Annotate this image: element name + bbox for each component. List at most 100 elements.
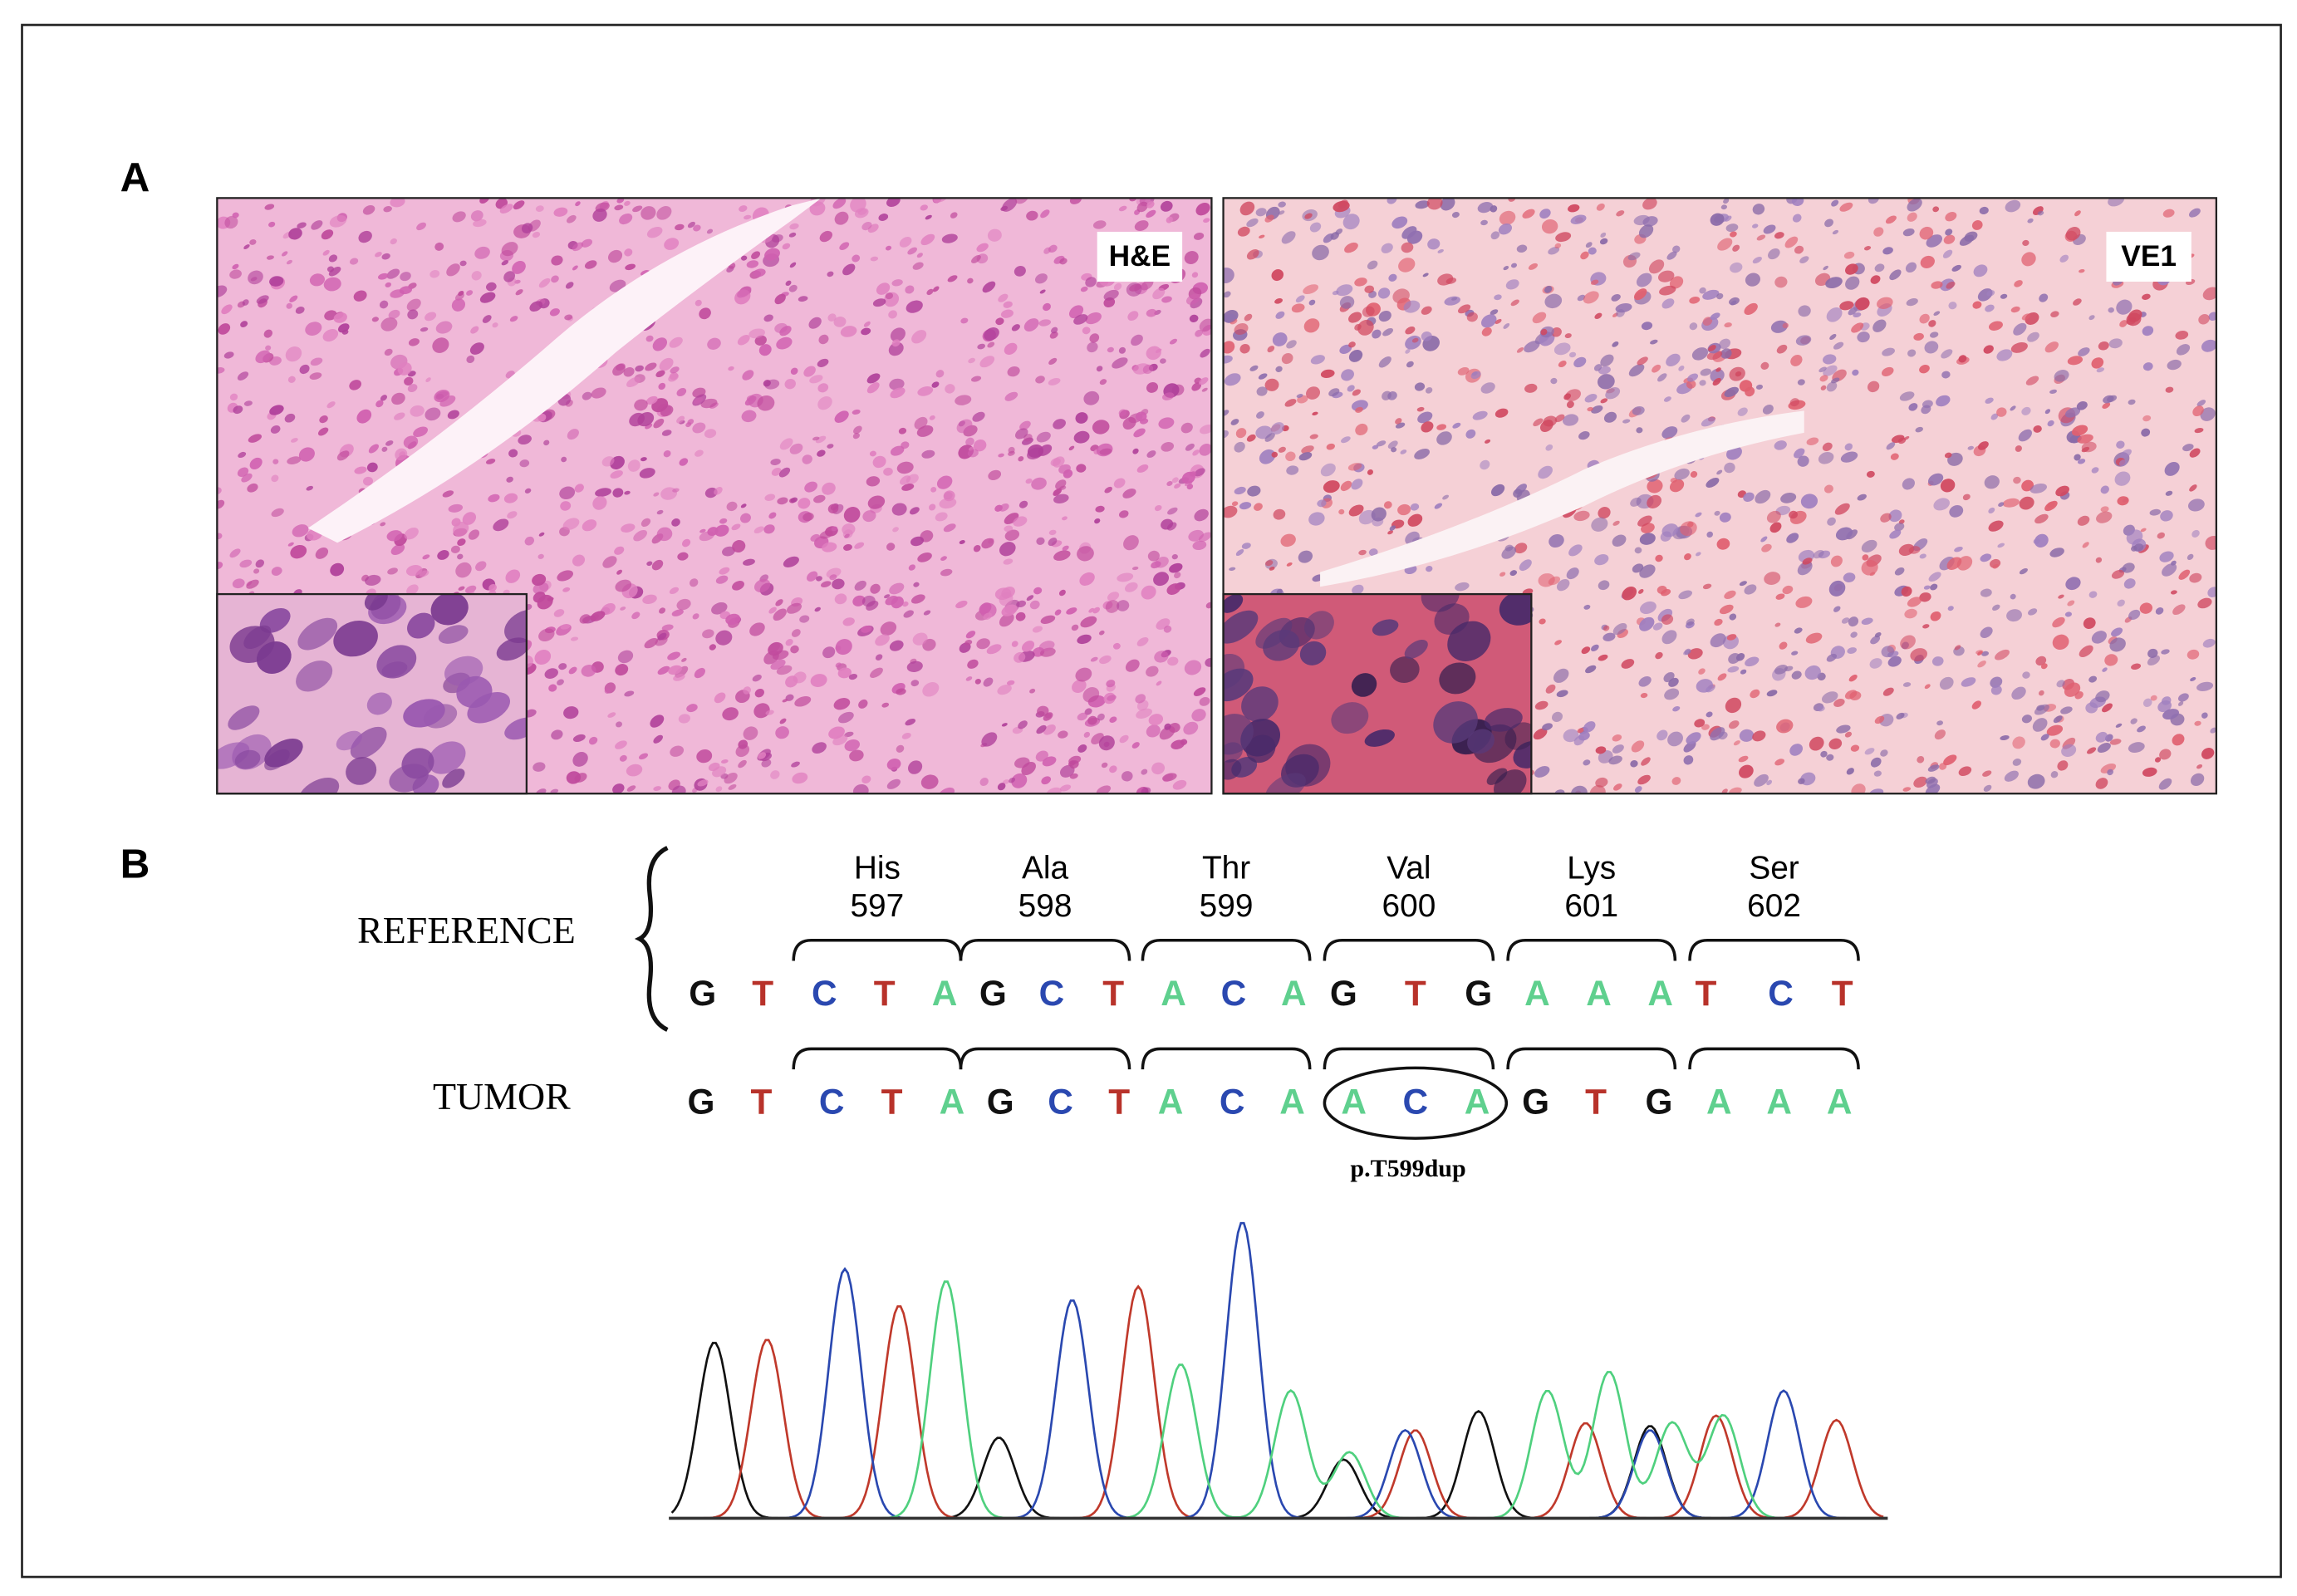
- nucleus: [1928, 572, 1941, 582]
- nucleus: [1185, 293, 1200, 305]
- nucleus: [1436, 431, 1452, 445]
- nucleus: [1174, 572, 1181, 579]
- nucleus: [655, 370, 665, 378]
- nucleus: [2044, 341, 2059, 353]
- amino-acid: Ala: [1022, 850, 1069, 886]
- nucleus: [1286, 562, 1293, 567]
- nucleus: [1661, 298, 1675, 309]
- nucleus: [1088, 607, 1095, 613]
- nucleus: [1591, 405, 1603, 414]
- nucleus: [1134, 220, 1149, 231]
- nucleus: [1344, 242, 1358, 253]
- nucleus: [1727, 665, 1740, 673]
- nucleus: [475, 561, 487, 572]
- nucleus: [1090, 656, 1098, 662]
- nucleus: [592, 208, 607, 222]
- nucleus: [1924, 684, 1931, 690]
- row-label: TUMOR: [433, 1075, 571, 1117]
- nucleus: [2027, 773, 2045, 789]
- nucleus: [310, 357, 323, 366]
- nucleus: [1850, 631, 1858, 638]
- nucleus: [659, 607, 666, 614]
- nucleus: [2022, 671, 2030, 679]
- nucleus: [2128, 309, 2142, 322]
- nucleus: [406, 584, 419, 596]
- nucleus: [2194, 428, 2204, 434]
- nucleus: [549, 308, 560, 317]
- nucleus: [809, 375, 823, 384]
- nucleus: [772, 234, 783, 243]
- nucleus: [889, 378, 905, 390]
- nucleus: [1888, 509, 1902, 523]
- nucleus: [1794, 627, 1803, 634]
- nucleus: [501, 260, 509, 266]
- nucleus: [884, 594, 891, 599]
- base: T: [750, 1083, 772, 1122]
- nucleus: [1730, 262, 1743, 273]
- duplication-circle: [1323, 1066, 1509, 1140]
- nucleus: [2039, 690, 2044, 696]
- nucleus: [1027, 447, 1044, 459]
- nucleus: [1358, 549, 1367, 556]
- nucleus: [1640, 601, 1656, 614]
- nucleus: [906, 660, 923, 672]
- nucleus: [330, 562, 345, 577]
- nucleus: [1278, 446, 1286, 453]
- nucleus: [883, 467, 893, 476]
- nucleus: [1077, 712, 1088, 721]
- nucleus: [534, 649, 552, 665]
- nucleus: [1616, 210, 1625, 217]
- nucleus: [2006, 609, 2022, 622]
- histology-images: [216, 197, 2218, 795]
- nucleus: [1053, 488, 1062, 496]
- nucleus: [789, 262, 797, 268]
- nucleus: [560, 624, 571, 630]
- nucleus: [333, 621, 378, 657]
- nucleus: [1239, 502, 1252, 510]
- nucleus: [1874, 715, 1885, 724]
- nucleus: [2189, 484, 2197, 492]
- nucleus: [452, 211, 466, 223]
- nucleus: [1922, 624, 1930, 629]
- nucleus: [814, 606, 821, 612]
- nucleus: [790, 497, 798, 503]
- nucleus: [1848, 307, 1858, 316]
- nucleus: [1184, 660, 1202, 675]
- nucleus: [1795, 335, 1812, 346]
- nucleus: [1832, 229, 1839, 235]
- nucleus: [1191, 709, 1206, 722]
- nucleus: [714, 524, 729, 537]
- nucleus: [237, 467, 249, 478]
- base: A: [1341, 1083, 1367, 1122]
- nucleus: [292, 524, 309, 538]
- nucleus: [2128, 399, 2136, 405]
- nucleus: [1934, 729, 1946, 740]
- nucleus: [1033, 587, 1043, 595]
- nucleus: [1554, 414, 1565, 423]
- base: T: [1405, 974, 1426, 1013]
- nucleus: [2167, 359, 2182, 371]
- nucleus: [1774, 276, 1788, 288]
- nucleus: [1661, 523, 1679, 538]
- nucleus: [817, 449, 826, 457]
- nucleus: [223, 351, 234, 359]
- nucleus: [834, 593, 847, 605]
- codon-bracket: [959, 939, 1131, 961]
- nucleus: [1351, 400, 1368, 411]
- nucleus: [1836, 724, 1851, 734]
- nucleus: [1037, 705, 1049, 716]
- nucleus: [2192, 405, 2204, 417]
- nucleus: [2060, 706, 2073, 715]
- nucleus: [2175, 331, 2189, 340]
- base: C: [812, 974, 837, 1013]
- nucleus: [681, 538, 691, 548]
- nucleus: [886, 778, 901, 789]
- nucleus: [775, 599, 783, 606]
- nucleus: [572, 734, 586, 742]
- nucleus: [1823, 354, 1837, 365]
- nucleus: [1756, 234, 1766, 241]
- nucleus: [1568, 544, 1583, 557]
- nucleus: [1152, 287, 1166, 300]
- nucleus: [967, 449, 979, 458]
- nucleus: [1135, 411, 1147, 422]
